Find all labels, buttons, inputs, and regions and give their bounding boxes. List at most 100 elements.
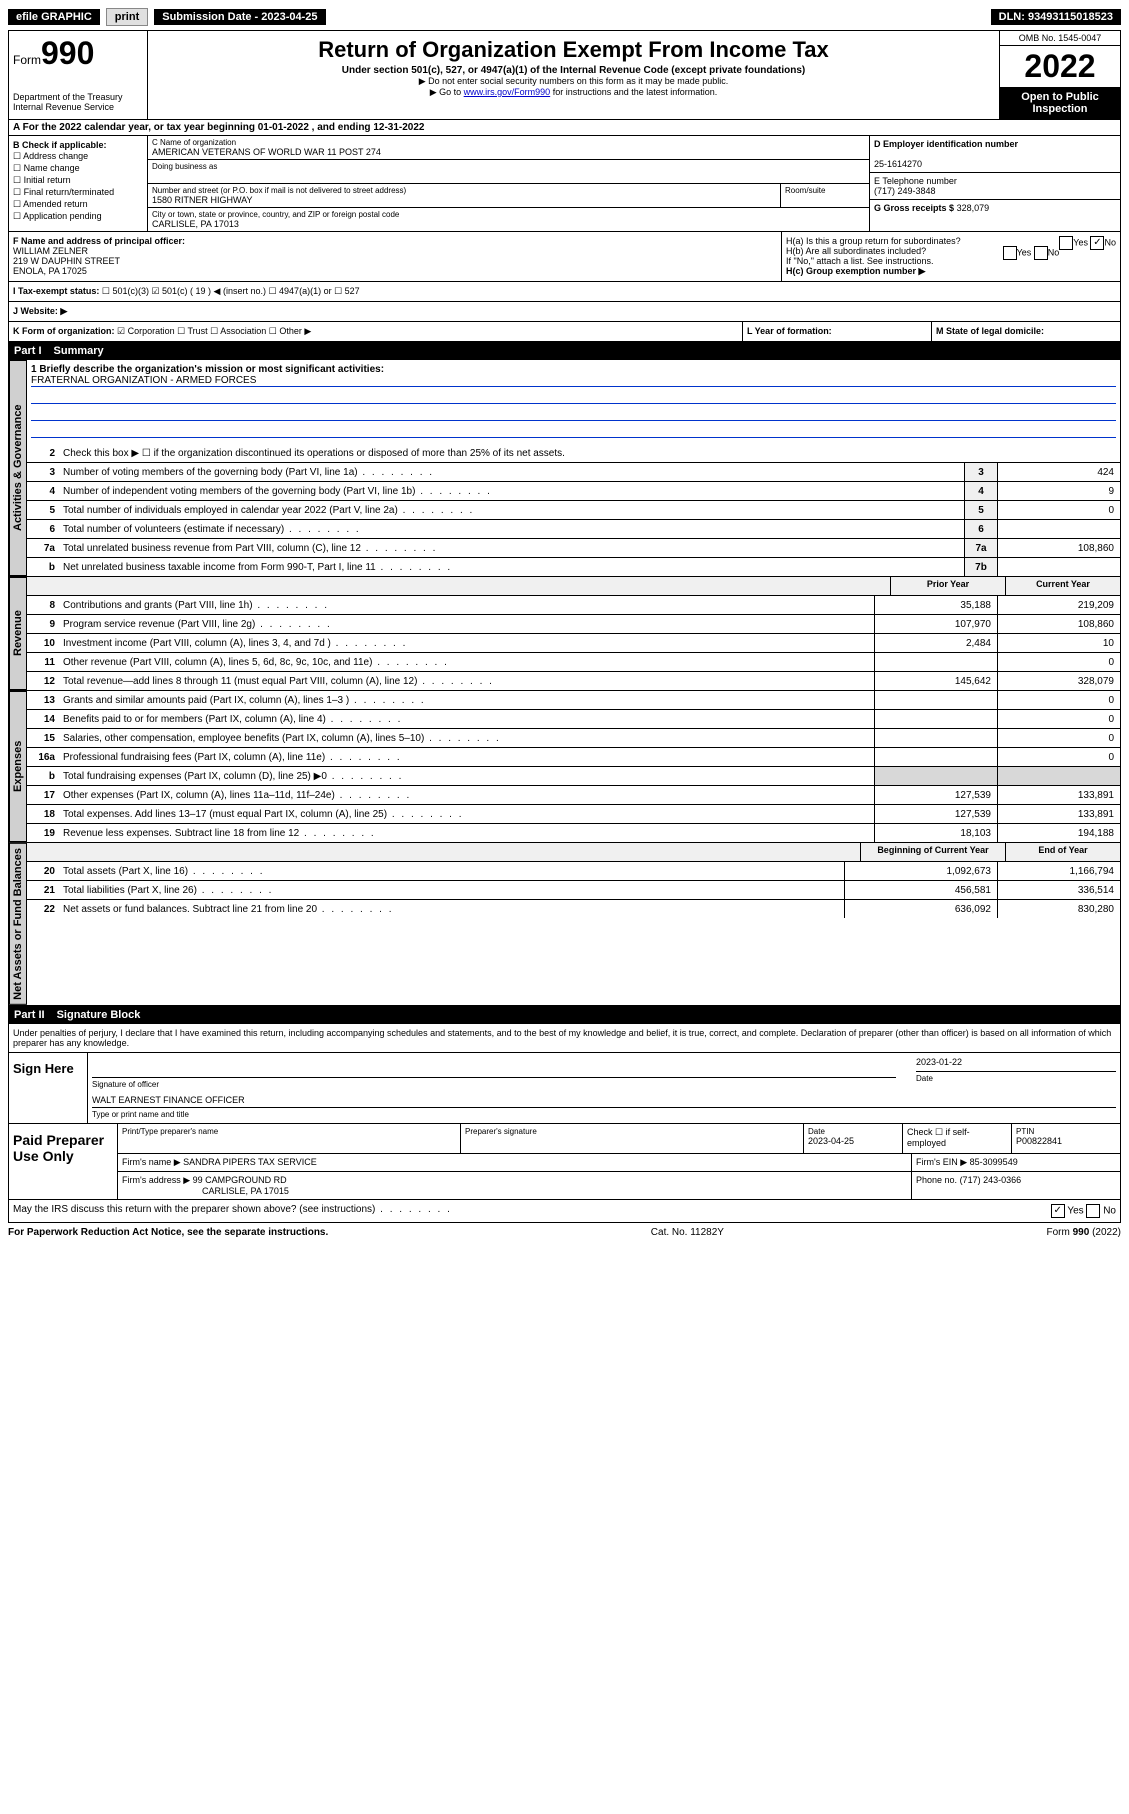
ha-label: H(a) Is this a group return for subordin… [786, 236, 961, 246]
chk-name[interactable]: ☐ Name change [13, 163, 143, 174]
gov-row: 6 Total number of volunteers (estimate i… [27, 520, 1120, 539]
dba-cell: Doing business as [148, 160, 869, 184]
header-right: OMB No. 1545-0047 2022 Open to Public In… [999, 31, 1120, 119]
line-num: 3 [27, 465, 59, 480]
form-number: 990 [41, 35, 94, 71]
line-desc: Net assets or fund balances. Subtract li… [59, 902, 844, 917]
sign-here-row: Sign Here Signature of officer 2023-01-2… [9, 1052, 1120, 1123]
data-row: 15 Salaries, other compensation, employe… [27, 729, 1120, 748]
line-desc: Benefits paid to or for members (Part IX… [59, 712, 874, 727]
firm-addr-label: Firm's address ▶ [122, 1175, 190, 1185]
gross-cell: G Gross receipts $ 328,079 [870, 200, 1120, 216]
summary-revenue: Revenue Prior Year Current Year 8 Contri… [8, 577, 1121, 691]
net-body: Beginning of Current Year End of Year 20… [27, 843, 1120, 1005]
irs-label: Internal Revenue Service [13, 102, 143, 112]
exp-body: 13 Grants and similar amounts paid (Part… [27, 691, 1120, 842]
data-row: 18 Total expenses. Add lines 13–17 (must… [27, 805, 1120, 824]
prior-val [874, 748, 997, 766]
chk-amended[interactable]: ☐ Amended return [13, 199, 143, 210]
chk-address[interactable]: ☐ Address change [13, 151, 143, 162]
dept-label: Department of the Treasury [13, 92, 143, 102]
ha-yes-chk[interactable] [1059, 236, 1073, 250]
col-end: End of Year [1005, 843, 1120, 861]
chk-pending[interactable]: ☐ Application pending [13, 211, 143, 222]
form-label: Form [13, 53, 41, 67]
addr-label: Number and street (or P.O. box if mail i… [152, 186, 776, 195]
chk-initial[interactable]: ☐ Initial return [13, 175, 143, 186]
line-desc: Total number of volunteers (estimate if … [59, 522, 964, 537]
curr-val: 133,891 [997, 805, 1120, 823]
ein-label: D Employer identification number [874, 139, 1018, 149]
firm-name: SANDRA PIPERS TAX SERVICE [183, 1157, 317, 1167]
may-yes-chk[interactable]: ✓ [1051, 1204, 1065, 1218]
prep-row1: Print/Type preparer's name Preparer's si… [118, 1124, 1120, 1154]
irs-link[interactable]: www.irs.gov/Form990 [464, 87, 551, 97]
header-note1: ▶ Do not enter social security numbers o… [152, 76, 995, 87]
line-num: 13 [27, 693, 59, 708]
topbar: efile GRAPHIC print Submission Date - 20… [8, 8, 1121, 26]
summary-expenses: Expenses 13 Grants and similar amounts p… [8, 691, 1121, 843]
curr-val: 0 [997, 748, 1120, 766]
firm-ein-label: Firm's EIN ▶ [916, 1157, 967, 1167]
line-desc: Total expenses. Add lines 13–17 (must eq… [59, 807, 874, 822]
paid-preparer-row: Paid Preparer Use Only Print/Type prepar… [9, 1123, 1120, 1199]
hb-yes-chk[interactable] [1003, 246, 1017, 260]
may-no-chk[interactable] [1086, 1204, 1100, 1218]
line-num: 10 [27, 636, 59, 651]
data-row: 12 Total revenue—add lines 8 through 11 … [27, 672, 1120, 690]
q2-row: 2 Check this box ▶ ☐ if the organization… [27, 444, 1120, 463]
gov-body: 1 Briefly describe the organization's mi… [27, 360, 1120, 576]
curr-val: 10 [997, 634, 1120, 652]
mission-line [31, 423, 1116, 438]
chk-final[interactable]: ☐ Final return/terminated [13, 187, 143, 198]
prior-val: 127,539 [874, 786, 997, 804]
ha-no-chk[interactable]: ✓ [1090, 236, 1104, 250]
room-label: Room/suite [785, 186, 865, 195]
line-desc: Total fundraising expenses (Part IX, col… [59, 769, 874, 784]
col-prior: Prior Year [890, 577, 1005, 595]
line-desc: Contributions and grants (Part VIII, lin… [59, 598, 874, 613]
phone-label: E Telephone number [874, 176, 957, 186]
prior-val [874, 653, 997, 671]
net-header-row: Beginning of Current Year End of Year [27, 843, 1120, 862]
curr-val: 0 [997, 729, 1120, 747]
line-desc: Other expenses (Part IX, column (A), lin… [59, 788, 874, 803]
data-row: 16a Professional fundraising fees (Part … [27, 748, 1120, 767]
summary-governance: Activities & Governance 1 Briefly descri… [8, 360, 1121, 577]
line-num: 11 [27, 655, 59, 670]
k-opts: ☑ Corporation ☐ Trust ☐ Association ☐ Ot… [117, 326, 311, 336]
print-button[interactable]: print [106, 8, 148, 26]
hb-label: H(b) Are all subordinates included? [786, 246, 926, 256]
k-label: K Form of organization: [13, 326, 115, 336]
city-cell: City or town, state or province, country… [148, 208, 869, 231]
col-c: C Name of organization AMERICAN VETERANS… [148, 136, 869, 231]
hb-no-chk[interactable] [1034, 246, 1048, 260]
line-box: 5 [964, 501, 997, 519]
section-b-to-g: B Check if applicable: ☐ Address change … [8, 136, 1121, 232]
line-num: 15 [27, 731, 59, 746]
line-num: 18 [27, 807, 59, 822]
row-a-text: A For the 2022 calendar year, or tax yea… [13, 122, 424, 133]
curr-val: 0 [997, 653, 1120, 671]
line-num: 9 [27, 617, 59, 632]
line-desc: Professional fundraising fees (Part IX, … [59, 750, 874, 765]
i-label: I Tax-exempt status: [13, 286, 99, 296]
row-i: I Tax-exempt status: ☐ 501(c)(3) ☑ 501(c… [8, 282, 1121, 302]
data-row: 8 Contributions and grants (Part VIII, l… [27, 596, 1120, 615]
prep-check: Check ☐ if self-employed [903, 1124, 1012, 1153]
firm-addr2: CARLISLE, PA 17015 [202, 1186, 289, 1196]
part1-no: Part I [14, 345, 42, 357]
part1-header: Part I Summary [8, 342, 1121, 360]
may-irs-text: May the IRS discuss this return with the… [13, 1204, 1051, 1218]
curr-val: 194,188 [997, 824, 1120, 842]
prep-date-val: 2023-04-25 [808, 1136, 898, 1146]
line-num: 19 [27, 826, 59, 841]
paid-label: Paid Preparer Use Only [9, 1124, 118, 1199]
prior-val: 145,642 [874, 672, 997, 690]
prior-val: 456,581 [844, 881, 997, 899]
line-num: 22 [27, 902, 59, 917]
gov-row: 3 Number of voting members of the govern… [27, 463, 1120, 482]
curr-val: 219,209 [997, 596, 1120, 614]
prep-row3: Firm's address ▶ 99 CAMPGROUND RDCARLISL… [118, 1172, 1120, 1199]
part1-title: Summary [54, 345, 104, 357]
